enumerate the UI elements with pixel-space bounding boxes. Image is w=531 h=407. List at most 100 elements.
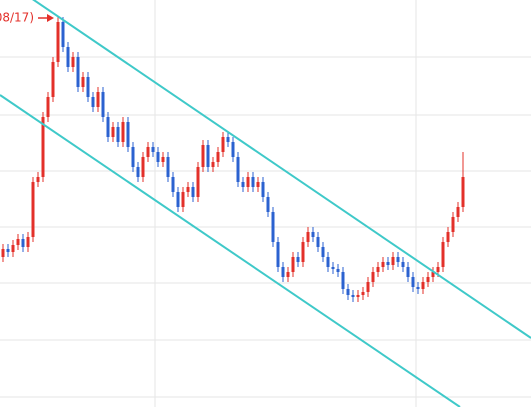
candle-body [66,47,70,67]
candle-body [286,272,290,277]
candle-body [91,97,95,107]
candle-body [61,22,65,47]
candle-body [211,162,215,167]
candle-body [86,77,90,97]
candle-body [161,157,165,162]
candle-body [366,282,370,292]
candle-body [186,187,190,192]
candle-body [256,182,260,187]
channel-lower [0,94,461,407]
candle-body [266,197,270,212]
candle-body [401,262,405,267]
candle-body [451,217,455,232]
candle-body [406,267,410,277]
candle-body [391,257,395,265]
candle-body [151,147,155,152]
candle-body [336,269,340,272]
candle-body [1,249,5,257]
candle-body [281,267,285,277]
candle-body [316,237,320,247]
candle-body [131,147,135,167]
candle-body [11,245,15,252]
candle-body [226,137,230,142]
candle-body [326,257,330,267]
candle-body [41,117,45,177]
candle-body [346,289,350,295]
candle-body [341,272,345,289]
candle-body [351,295,355,297]
candle-body [6,249,10,252]
candle-body [81,77,85,87]
candle-body [446,232,450,242]
candle-body [101,92,105,117]
candle-body [136,167,140,177]
candle-body [106,117,110,137]
candle-body [296,257,300,262]
candle-body [271,212,275,242]
candle-body [386,262,390,265]
candle-body [126,122,130,147]
candle-body [246,177,250,187]
candle-body [156,152,160,162]
candle-body [361,292,365,295]
candle-body [421,282,425,289]
candle-body [216,152,220,162]
candle-body [411,277,415,287]
candle-body [196,167,200,197]
candle-body [416,287,420,289]
candle-body [221,137,225,152]
candle-body [16,239,20,245]
candle-body [76,57,80,87]
candle-body [21,239,25,247]
candle-body [181,192,185,207]
candle-body [371,272,375,282]
candles [1,17,465,302]
candle-body [331,267,335,269]
candle-body [261,182,265,197]
candle-body [251,177,255,187]
candle-body [36,177,40,182]
channel-upper [32,0,531,339]
candle-body [231,142,235,157]
candle-body [56,22,60,62]
candle-body [431,272,435,277]
candle-body [166,157,170,177]
candle-body [191,187,195,197]
candle-body [31,182,35,237]
candle-body [396,257,400,262]
candle-body [301,242,305,262]
candle-body [206,145,210,167]
candle-body [321,247,325,257]
candle-body [121,122,125,142]
candle-body [116,127,120,142]
candle-body [141,157,145,177]
candle-body [176,192,180,207]
candle-body [46,97,50,117]
candle-body [436,267,440,272]
candle-body [291,257,295,272]
annotation-arrow [38,14,54,22]
candle-body [426,277,430,282]
candle-body [146,147,150,157]
candle-body [96,92,100,107]
candle-body [276,242,280,267]
candle-body [356,295,360,297]
candle-body [171,177,175,192]
candle-body [111,127,115,137]
annotation: 08/17) [0,11,34,25]
candle-body [71,57,75,67]
candle-body [311,232,315,237]
candle-body [456,207,460,217]
candle-body [236,157,240,182]
candle-body [201,145,205,167]
candle-body [51,62,55,97]
candle-body [26,237,30,247]
candle-body [441,242,445,267]
candle-body [306,232,310,242]
candle-body [241,182,245,187]
candle-body [376,267,380,272]
candle-body [461,177,465,207]
candle-body [381,262,385,267]
